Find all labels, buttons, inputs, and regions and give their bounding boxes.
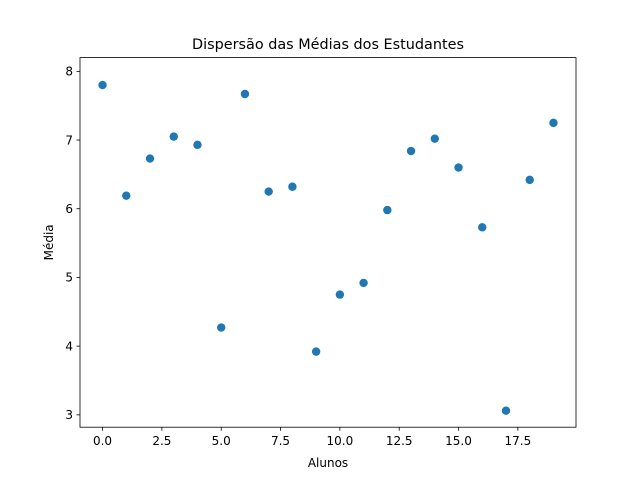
y-tick-label: 8 (65, 65, 73, 79)
data-point (549, 118, 558, 128)
data-point (359, 278, 368, 288)
data-point (122, 191, 131, 200)
y-tick-label: 3 (65, 408, 73, 422)
data-point (406, 146, 416, 156)
data-point (478, 223, 487, 232)
data-point (335, 290, 345, 299)
y-tick-label: 4 (65, 339, 73, 353)
y-tick-label: 5 (65, 271, 73, 285)
data-point (169, 132, 178, 141)
data-point (525, 175, 534, 185)
data-point (193, 140, 202, 150)
data-point (288, 182, 297, 191)
x-tick-label: 7.5 (271, 434, 290, 448)
data-point (264, 187, 273, 196)
y-tick-label: 6 (65, 202, 73, 216)
y-tick-label: 7 (65, 133, 73, 147)
chart-title: Dispersão das Médias dos Estudantes (192, 37, 464, 53)
data-point (240, 89, 250, 99)
x-tick-label: 12.5 (386, 434, 413, 448)
data-point (383, 205, 392, 215)
y-axis-label: Média (42, 224, 56, 260)
y-axis-ticks: 3 4 5 6 7 8 (65, 65, 80, 422)
data-point (145, 154, 155, 163)
x-tick-label: 0.0 (93, 434, 112, 448)
x-tick-label: 5.0 (212, 434, 231, 448)
data-point (501, 406, 511, 415)
x-tick-label: 10.0 (327, 434, 354, 448)
data-point (217, 323, 226, 332)
data-point (311, 347, 321, 356)
plot-area-frame (79, 57, 577, 428)
data-point (454, 163, 463, 172)
data-points (98, 80, 558, 415)
data-point (430, 134, 439, 143)
x-tick-label: 15.0 (445, 434, 472, 448)
x-tick-label: 2.5 (152, 434, 171, 448)
x-axis-ticks: 0.0 2.5 5.0 7.5 10.0 12.5 15.0 17.5 (93, 427, 531, 448)
x-tick-label: 17.5 (504, 434, 531, 448)
x-axis-label: Alunos (308, 456, 348, 470)
data-point (98, 80, 107, 90)
